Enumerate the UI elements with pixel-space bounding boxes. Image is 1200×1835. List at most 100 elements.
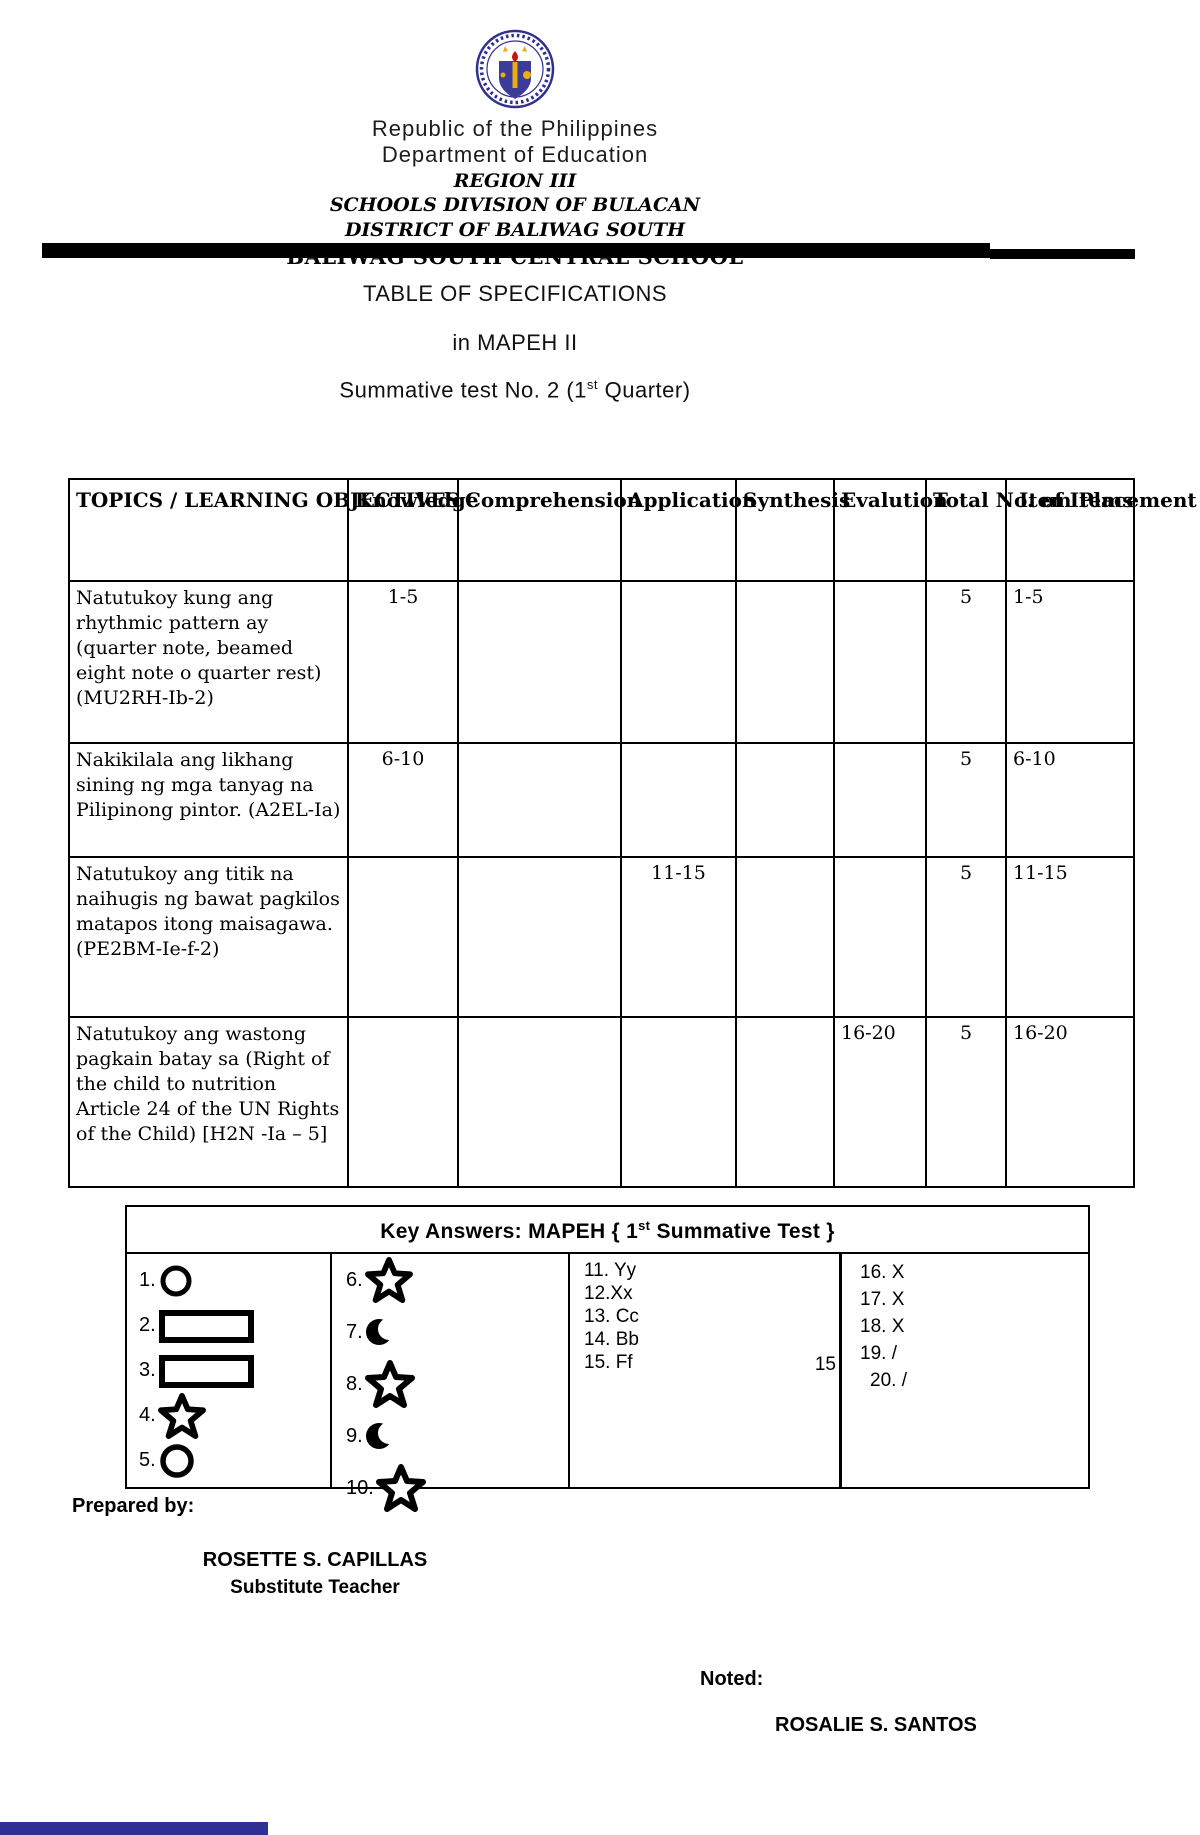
comprehension-cell	[457, 742, 622, 858]
list-item: 11. Yy	[584, 1260, 637, 1281]
rectangle-icon	[158, 1354, 254, 1388]
application-cell	[620, 742, 737, 858]
table-row: Natutukoy ang titik na naihugis ng bawat…	[68, 856, 1135, 1018]
col-header-synthesis: Synthesis	[735, 478, 850, 582]
table-header-row: TOPICS / LEARNING OBJECTIVES Knowledge C…	[68, 478, 1197, 582]
list-item: 7.	[346, 1306, 568, 1358]
stray-15-label: 15	[814, 1354, 836, 1375]
star-icon	[375, 1464, 426, 1512]
key-answers-box: Key Answers: MAPEH { 1st Summative Test …	[125, 1205, 1090, 1512]
placement-cell: 16-20	[1005, 1016, 1135, 1188]
document-titles: TABLE OF SPECIFICATIONS in MAPEH II Summ…	[0, 281, 1030, 403]
list-item: 17. X	[860, 1289, 905, 1310]
prepared-by-label: Prepared by:	[72, 1495, 195, 1517]
synthesis-cell	[735, 580, 835, 744]
col-header-comprehension: Comprehension	[457, 478, 641, 582]
total-cell: 5	[925, 1016, 1007, 1188]
list-item: 15. Ff	[584, 1352, 633, 1373]
letterhead-country: Republic of the Philippines	[371, 116, 659, 141]
list-item: 5.	[139, 1438, 330, 1483]
preparer-role: Substitute Teacher	[230, 1577, 400, 1598]
list-item: 14. Bb	[584, 1329, 639, 1350]
comprehension-cell	[457, 856, 622, 1018]
list-item: 2.	[139, 1303, 330, 1348]
noter-name: ROSALIE S. SANTOS	[775, 1714, 977, 1736]
synthesis-cell	[735, 1016, 835, 1188]
evalution-cell	[833, 742, 927, 858]
list-item: 8.	[346, 1358, 568, 1410]
subject-title: in MAPEH II	[452, 330, 578, 355]
list-item: 20. /	[870, 1370, 907, 1391]
application-cell	[620, 1016, 737, 1188]
key-answers-col1: 1. 2. 3. 4. 5.	[127, 1254, 332, 1489]
placement-cell: 11-15	[1005, 856, 1135, 1018]
list-item: 3.	[139, 1348, 330, 1393]
placement-cell: 1-5	[1005, 580, 1135, 744]
table-row: Natutukoy kung ang rhythmic pattern ay (…	[68, 580, 1135, 744]
letterhead-region: REGION III	[453, 169, 577, 192]
table-row: Nakikilala ang likhang sining ng mga tan…	[68, 742, 1135, 858]
objective-cell: Natutukoy ang titik na naihugis ng bawat…	[68, 856, 349, 1018]
rectangle-icon	[158, 1309, 254, 1343]
star-icon	[364, 1360, 415, 1408]
col-header-placement: Item Placement	[1005, 478, 1197, 582]
total-cell: 5	[925, 580, 1007, 744]
evalution-cell	[833, 580, 927, 744]
list-item: 19. /	[860, 1343, 897, 1364]
test-title: Summative test No. 2 (1st Quarter)	[339, 377, 691, 403]
crescent-icon	[365, 1422, 397, 1449]
letterhead-district: DISTRICT OF BALIWAG SOUTH	[344, 219, 686, 242]
knowledge-cell	[347, 1016, 459, 1188]
evalution-cell	[833, 856, 927, 1018]
letterhead-department: Department of Education	[381, 142, 649, 168]
application-cell	[620, 580, 737, 744]
list-item: 12.Xx	[584, 1283, 633, 1304]
col-header-application: Application	[620, 478, 757, 582]
circle-icon	[159, 1443, 194, 1478]
key-answers-col3: 11. Yy 12.Xx 13. Cc 14. Bb 15. Ff 15	[570, 1254, 842, 1489]
application-cell: 11-15	[620, 856, 737, 1018]
bottom-accent-bar	[0, 1822, 268, 1835]
col-header-evalution: Evalution	[833, 478, 948, 582]
col-header-total: Total No. of Items	[925, 478, 1134, 582]
star-icon	[364, 1257, 413, 1303]
list-item: 1.	[139, 1258, 330, 1303]
total-cell: 5	[925, 856, 1007, 1018]
list-item: 13. Cc	[584, 1306, 639, 1327]
letterhead: Republic of the Philippines Department o…	[0, 28, 1030, 269]
total-cell: 5	[925, 742, 1007, 858]
objective-cell: Natutukoy kung ang rhythmic pattern ay (…	[68, 580, 349, 744]
list-item: 10.	[346, 1462, 568, 1514]
list-item: 9.	[346, 1410, 568, 1462]
circle-icon	[160, 1265, 192, 1296]
knowledge-cell: 6-10	[347, 742, 459, 858]
objective-cell: Natutukoy ang wastong pagkain batay sa (…	[68, 1016, 349, 1188]
synthesis-cell	[735, 856, 835, 1018]
knowledge-cell: 1-5	[347, 580, 459, 744]
key-answers-col2: 6. 7. 8. 9. 10.	[332, 1254, 570, 1512]
key-answers-col4: 16. X 17. X 18. X 19. / 20. /	[842, 1254, 1088, 1489]
list-item: 18. X	[860, 1316, 905, 1337]
col-header-knowledge: Knowledge	[347, 478, 479, 582]
col-header-topics: TOPICS / LEARNING OBJECTIVES	[68, 478, 460, 582]
key-answers-title: Key Answers: MAPEH { 1st Summative Test …	[127, 1207, 1088, 1254]
noted-label: Noted:	[700, 1668, 764, 1690]
divider-bar-step	[990, 249, 1135, 259]
table-row: Natutukoy ang wastong pagkain batay sa (…	[68, 1016, 1135, 1188]
star-icon	[157, 1392, 206, 1439]
list-item: 6.	[346, 1254, 568, 1306]
divider-bar	[42, 243, 990, 258]
objective-cell: Nakikilala ang likhang sining ng mga tan…	[68, 742, 349, 858]
list-item: 4.	[139, 1392, 330, 1439]
preparer-name: ROSETTE S. CAPILLAS	[202, 1549, 428, 1571]
list-item: 16. X	[860, 1262, 905, 1283]
knowledge-cell	[347, 856, 459, 1018]
placement-cell: 6-10	[1005, 742, 1135, 858]
crescent-icon	[365, 1318, 397, 1345]
specification-table: TOPICS / LEARNING OBJECTIVES Knowledge C…	[68, 478, 1197, 1188]
evalution-cell: 16-20	[833, 1016, 927, 1188]
synthesis-cell	[735, 742, 835, 858]
comprehension-cell	[457, 580, 622, 744]
letterhead-division: SCHOOLS DIVISION OF BULACAN	[329, 194, 701, 217]
